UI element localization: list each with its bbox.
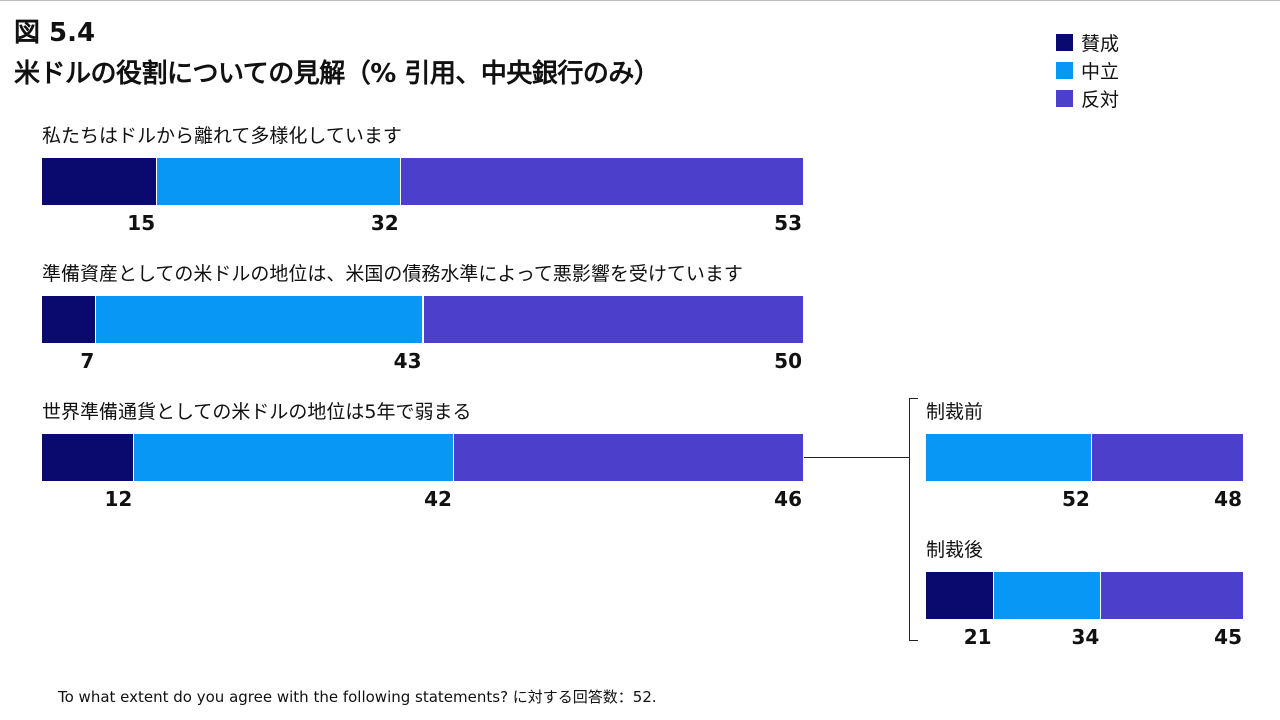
statement-3-segment-disagree — [452, 434, 803, 481]
legend-item-disagree: 反対 — [1056, 84, 1119, 112]
bracket-bottom-tick — [909, 640, 918, 641]
statement-2-bar — [42, 296, 803, 343]
chart-title: 米ドルの役割についての見解（% 引用、中央銀行のみ） — [14, 59, 660, 89]
statement-3-bar — [42, 434, 803, 481]
legend-swatch-neutral — [1056, 61, 1073, 79]
statement-3-segment-agree — [42, 434, 134, 481]
top-rule — [0, 0, 1280, 1]
statement-2-value-neutral: 43 — [393, 349, 422, 373]
breakdown-1-bar — [926, 434, 1243, 481]
breakdown-2-segment-disagree — [1100, 572, 1243, 619]
statement-1-value-agree: 15 — [127, 211, 156, 235]
statement-1-segment-neutral — [156, 158, 400, 205]
footnote: To what extent do you agree with the fol… — [58, 688, 657, 706]
legend-label-agree: 賛成 — [1081, 32, 1120, 55]
statement-1-value-neutral: 32 — [370, 211, 399, 235]
breakdown-2-bar — [926, 572, 1243, 619]
legend-label-disagree: 反対 — [1081, 88, 1120, 111]
breakdown-1-segment-disagree — [1090, 434, 1243, 481]
statement-2-segment-disagree — [422, 296, 803, 343]
statement-1-segment-disagree — [399, 158, 803, 205]
connector-horizontal — [804, 457, 909, 458]
statement-3-value-agree: 12 — [104, 487, 133, 511]
breakdown-2-label: 制裁後 — [926, 539, 984, 561]
legend: 賛成 中立 反対 — [1056, 28, 1119, 112]
legend-swatch-agree — [1056, 33, 1073, 51]
statement-1-value-disagree: 53 — [774, 211, 802, 235]
breakdown-1-value-disagree: 48 — [1214, 487, 1242, 511]
breakdown-1-segment-neutral — [926, 434, 1091, 481]
statement-2-segment-neutral — [95, 296, 423, 343]
statement-3-label: 世界準備通貨としての米ドルの地位は5年で弱まる — [42, 401, 472, 423]
legend-item-neutral: 中立 — [1056, 56, 1119, 84]
statement-2-label: 準備資産としての米ドルの地位は、米国の債務水準によって悪影響を受けています — [42, 263, 743, 285]
statement-1-segment-agree — [42, 158, 157, 205]
statement-2-value-disagree: 50 — [774, 349, 802, 373]
bracket-top-tick — [909, 398, 918, 399]
breakdown-2-value-agree: 21 — [963, 625, 992, 649]
legend-swatch-disagree — [1056, 89, 1073, 107]
breakdown-2-value-disagree: 45 — [1214, 625, 1242, 649]
breakdown-2-segment-neutral — [992, 572, 1101, 619]
breakdown-2-value-neutral: 34 — [1071, 625, 1100, 649]
statement-2-segment-agree — [42, 296, 96, 343]
legend-item-agree: 賛成 — [1056, 28, 1119, 56]
statement-3-value-neutral: 42 — [424, 487, 452, 511]
legend-label-neutral: 中立 — [1081, 60, 1120, 83]
statement-3-value-disagree: 46 — [774, 487, 802, 511]
statement-1-label: 私たちはドルから離れて多様化しています — [42, 125, 402, 147]
breakdown-2-segment-agree — [926, 572, 993, 619]
breakdown-1-label: 制裁前 — [926, 401, 984, 423]
statement-1-bar — [42, 158, 803, 205]
figure-number: 図 5.4 — [14, 18, 96, 48]
breakdown-1-value-neutral: 52 — [1061, 487, 1090, 511]
statement-2-value-agree: 7 — [80, 349, 95, 373]
bracket-vertical — [909, 398, 910, 641]
statement-3-segment-neutral — [133, 434, 453, 481]
